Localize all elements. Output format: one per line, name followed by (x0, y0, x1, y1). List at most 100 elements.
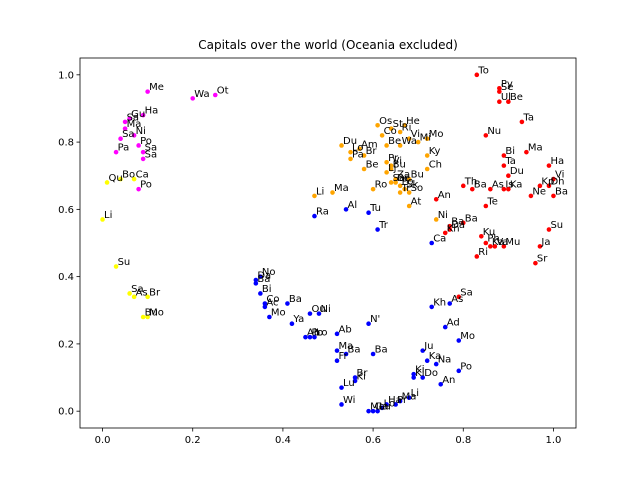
data-point (429, 240, 435, 246)
point-label: Ma (127, 119, 142, 130)
point-label: Ul (501, 92, 511, 103)
y-tick-label: 0.8 (58, 138, 74, 149)
point-label: Ni (320, 304, 330, 315)
data-point (537, 183, 543, 189)
point-label: Sa (145, 149, 157, 160)
point-label: Ba (375, 345, 388, 356)
data-point (348, 149, 353, 155)
data-point (366, 408, 371, 414)
point-label: Bu (411, 170, 424, 181)
point-label: Kh (447, 223, 460, 234)
point-label: Ro (375, 180, 388, 191)
point-label: Ha (388, 395, 402, 406)
data-point (267, 314, 272, 320)
data-point (406, 203, 412, 209)
data-point (348, 156, 353, 162)
data-point (429, 304, 435, 310)
y-tick-label: 0.4 (58, 272, 74, 283)
point-label: Ni (438, 210, 448, 221)
data-point (379, 405, 385, 411)
data-point (312, 334, 317, 340)
data-point (497, 85, 502, 91)
data-point (366, 321, 371, 327)
point-label: Sa (145, 143, 157, 154)
data-point (370, 186, 376, 192)
data-point (447, 301, 453, 306)
point-label: Kp (541, 176, 554, 187)
point-label: Ni (136, 126, 146, 137)
data-point (506, 186, 511, 192)
data-point (104, 180, 110, 185)
data-point (524, 149, 529, 155)
point-label: Pr (388, 153, 399, 164)
chart-title: Capitals over the world (Oceania exclude… (198, 38, 458, 52)
data-point (131, 133, 137, 138)
point-label: Ot (217, 86, 229, 97)
y-tick-label: 1.0 (58, 70, 74, 81)
point-label: Ph (487, 234, 499, 245)
data-point (533, 260, 538, 266)
point-label: Li (316, 186, 324, 197)
point-label: Ba (555, 186, 568, 197)
data-point (393, 180, 398, 185)
point-label: Lo (384, 398, 396, 409)
data-point (312, 213, 317, 219)
point-label: Po (402, 176, 414, 187)
point-label: Co (384, 126, 397, 137)
data-point (145, 314, 150, 320)
point-label: Ba (289, 294, 302, 305)
data-point (307, 334, 313, 340)
point-label: Su (550, 220, 563, 231)
data-point (361, 153, 367, 158)
point-label: Po (311, 328, 323, 339)
data-point (388, 166, 394, 172)
data-point (334, 358, 340, 364)
data-point (447, 227, 453, 232)
point-label: Co (266, 294, 279, 305)
point-label: Ri (402, 123, 412, 134)
point-label: Ka (429, 351, 442, 362)
point-label: An (438, 190, 451, 201)
data-point (397, 143, 403, 148)
point-label: Ch (429, 160, 442, 171)
data-point (447, 223, 453, 229)
point-label: Do (424, 368, 438, 379)
data-point (424, 136, 430, 142)
data-point (420, 348, 425, 353)
data-point (388, 163, 394, 168)
point-label: Br (366, 146, 378, 157)
data-point (388, 126, 394, 131)
data-point (118, 176, 123, 182)
point-label: Sa (131, 284, 143, 295)
point-label: Bi (505, 146, 515, 157)
data-point (393, 402, 398, 407)
data-point (483, 133, 489, 138)
point-label: Bi (262, 284, 272, 295)
data-point (406, 395, 412, 401)
data-point (375, 408, 380, 414)
data-point (424, 358, 430, 364)
data-point (366, 210, 371, 216)
data-point (420, 375, 425, 380)
point-label: Bu (145, 308, 158, 319)
point-label: Br (357, 368, 369, 379)
point-label: Ma (339, 341, 354, 352)
point-label: Ne (532, 186, 546, 197)
data-point (415, 139, 421, 145)
point-label: To (477, 65, 489, 76)
point-label: Ad (447, 318, 460, 329)
point-label: Os (379, 116, 392, 127)
point-label: Ma (528, 143, 543, 154)
data-point (483, 203, 489, 209)
data-point (370, 408, 376, 414)
data-point (127, 116, 132, 121)
data-point (433, 196, 439, 202)
point-label: An (442, 375, 455, 386)
point-label: Du (510, 166, 524, 177)
data-point (456, 294, 462, 300)
data-point (140, 156, 146, 162)
point-label: Ju (423, 341, 433, 352)
point-label: Lo (352, 143, 364, 154)
data-point (140, 149, 146, 155)
